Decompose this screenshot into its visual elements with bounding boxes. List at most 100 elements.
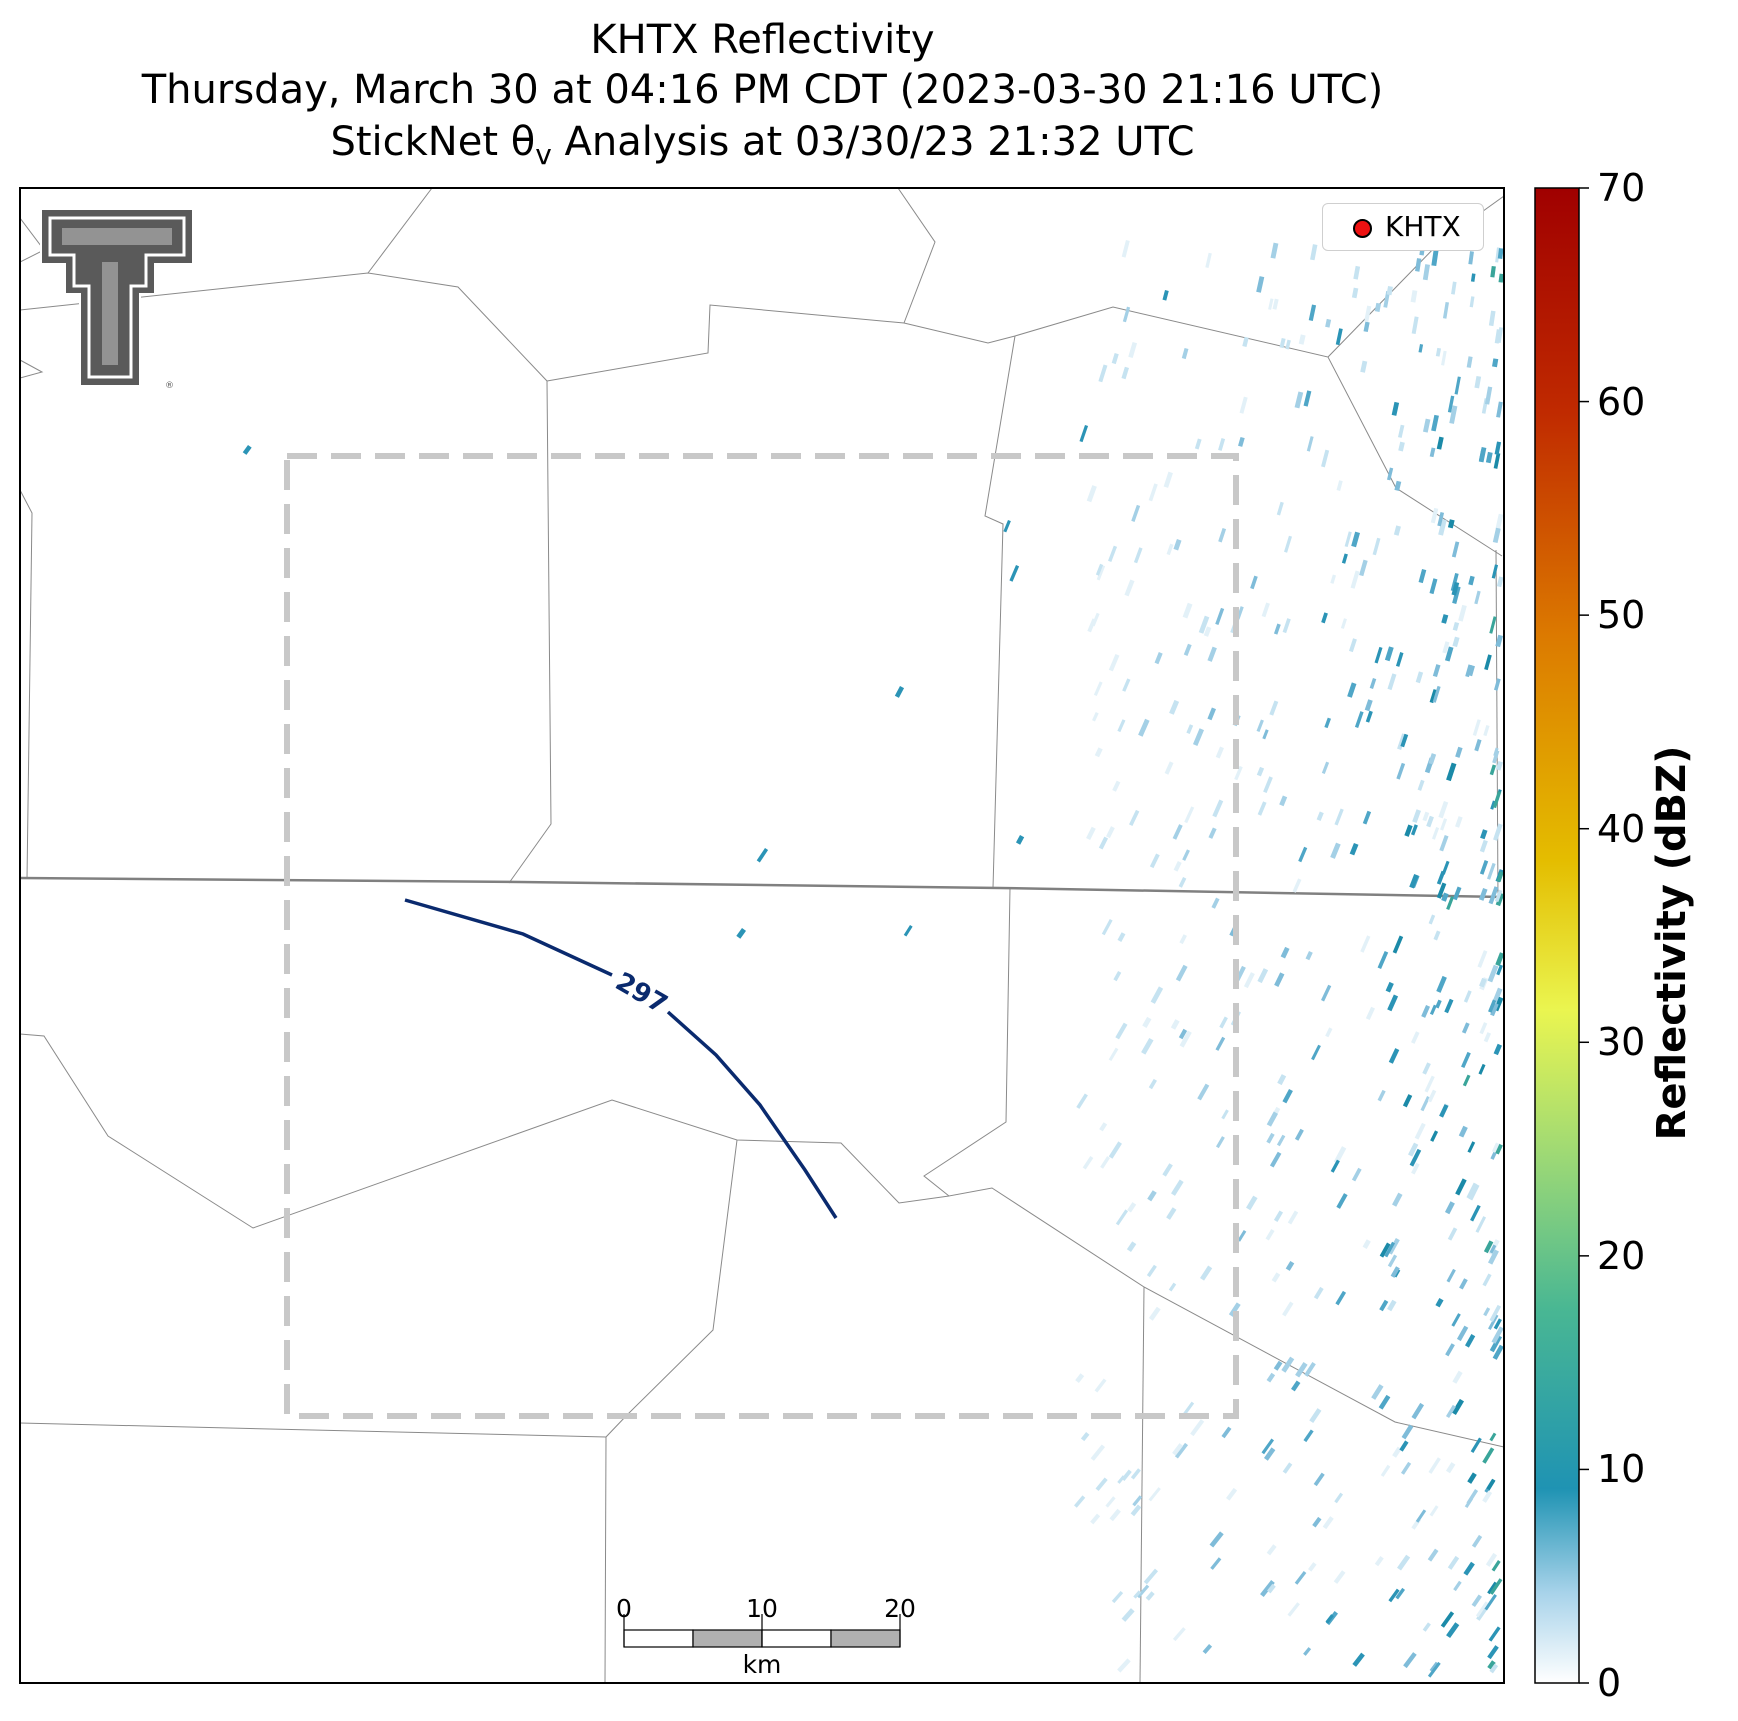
scale-tick-20: 20 — [884, 1594, 916, 1623]
echo-pixel — [1486, 1478, 1496, 1491]
echo-pixel — [1411, 1402, 1425, 1420]
echo-pixel — [1242, 336, 1249, 347]
echo-pixel — [1495, 892, 1504, 907]
echo-pixel — [1467, 1472, 1477, 1484]
echo-pixel — [1492, 987, 1503, 1003]
echo-pixel — [1372, 537, 1381, 556]
echo-pixel — [1109, 1508, 1121, 1522]
echo-pixel — [1449, 405, 1458, 424]
echo-pixel — [1451, 541, 1460, 558]
echo-pixel — [1474, 739, 1482, 752]
echo-pixel — [1215, 746, 1224, 759]
echo-pixel — [1076, 1093, 1088, 1109]
echo-pixel — [1330, 574, 1337, 584]
analysis-domain-box — [284, 453, 1239, 1419]
echo-pixel — [1458, 1125, 1468, 1138]
echo-pixel — [1321, 449, 1330, 468]
echo-pixel — [1205, 252, 1212, 268]
echo-pixel — [1378, 1394, 1391, 1410]
echo-pixel — [1364, 305, 1372, 323]
echo-pixel — [1471, 1534, 1483, 1548]
colorbar — [1534, 187, 1580, 1684]
echo-pixel — [1266, 1111, 1279, 1127]
echo-pixel — [1409, 874, 1419, 889]
echo-pixel — [1468, 575, 1475, 586]
echo-pixel — [1422, 1062, 1431, 1075]
echo-pixel — [1190, 1419, 1205, 1437]
echo-pixel — [1492, 790, 1502, 809]
echo-pixel — [1269, 700, 1279, 716]
echo-pixel — [1415, 258, 1422, 272]
echo-pixel — [1494, 441, 1502, 455]
echo-pixel — [1095, 563, 1104, 576]
echo-pixel — [1441, 614, 1449, 624]
colorbar-tick-20: 20 — [1597, 1233, 1646, 1278]
echo-pixel — [1365, 1006, 1375, 1021]
echo-pixel — [1447, 519, 1455, 529]
legend-label: KHTX — [1385, 210, 1461, 243]
echo-pixel — [1428, 753, 1437, 765]
echo-pixel — [1287, 1602, 1300, 1617]
echo-pixel — [1131, 504, 1141, 522]
title-line-3: StickNet θv Analysis at 03/30/23 21:32 U… — [330, 119, 1195, 171]
echo-pixel — [1461, 1051, 1471, 1069]
echo-pixel — [1330, 842, 1341, 859]
colorbar-tick-50: 50 — [1597, 593, 1646, 638]
echo-pixel — [1390, 1266, 1400, 1278]
echo-pixel — [1261, 602, 1270, 618]
echo-pixel — [1420, 1096, 1431, 1112]
echo-pixel — [1284, 535, 1292, 553]
echo-pixel — [1092, 711, 1099, 722]
echo-pixel — [1333, 1146, 1347, 1164]
echo-pixel — [1392, 1446, 1402, 1458]
echo-pixel — [1455, 816, 1463, 828]
echo-pixel — [1285, 1260, 1295, 1271]
echo-pixel — [1210, 1557, 1222, 1570]
map-area — [20, 188, 1504, 1683]
echo-pixel — [1306, 436, 1314, 452]
echo-pixel — [1351, 1167, 1362, 1182]
echo-pixel — [1451, 1398, 1465, 1415]
echo-pixel — [1202, 1643, 1213, 1655]
echo-pixel — [1273, 1360, 1283, 1371]
echo-pixel — [1117, 719, 1126, 733]
echo-pixel — [1211, 897, 1220, 909]
echo-pixel — [1015, 835, 1025, 845]
echo-pixel — [1099, 1122, 1108, 1132]
echo-pixel — [1266, 1132, 1275, 1144]
echo-pixel — [1115, 1022, 1128, 1040]
echo-pixel — [1270, 242, 1279, 259]
echo-pixel — [1437, 512, 1445, 527]
echo-pixel — [1442, 641, 1450, 654]
echo-pixel — [1148, 1487, 1161, 1502]
echo-pixel — [1379, 1299, 1389, 1312]
echo-pixel — [1445, 1404, 1456, 1419]
echo-pixel — [1363, 321, 1370, 333]
echo-pixel — [1279, 795, 1288, 807]
echo-pixel — [1133, 1590, 1142, 1599]
echo-pixel — [1493, 452, 1501, 469]
echo-pixel — [1485, 451, 1493, 464]
echo-pixel — [1430, 1130, 1439, 1142]
echo-pixel — [1101, 918, 1113, 936]
scale-tick-10: 10 — [746, 1594, 778, 1623]
echo-pixel — [1170, 1019, 1180, 1030]
echo-pixel — [1489, 1663, 1499, 1674]
echo-pixel — [1403, 1652, 1417, 1669]
echo-pixel — [1091, 612, 1100, 627]
echo-pixel — [1142, 1016, 1152, 1028]
echo-pixel — [1479, 839, 1488, 853]
echo-pixel — [1478, 888, 1488, 901]
echo-pixel — [1282, 1462, 1293, 1474]
echo-pixel — [1490, 265, 1496, 278]
echo-pixel — [1221, 1109, 1229, 1120]
echo-pixel — [1490, 1002, 1499, 1017]
colorbar-tick-40: 40 — [1597, 806, 1646, 851]
echo-pixel — [1433, 930, 1441, 941]
echo-pixel — [1082, 1156, 1094, 1170]
echo-pixel — [1399, 1440, 1409, 1452]
echo-pixel — [1401, 1424, 1414, 1440]
echo-pixel — [1374, 1555, 1384, 1567]
echo-pixel — [1470, 273, 1476, 282]
echo-pixel — [1395, 1587, 1406, 1600]
